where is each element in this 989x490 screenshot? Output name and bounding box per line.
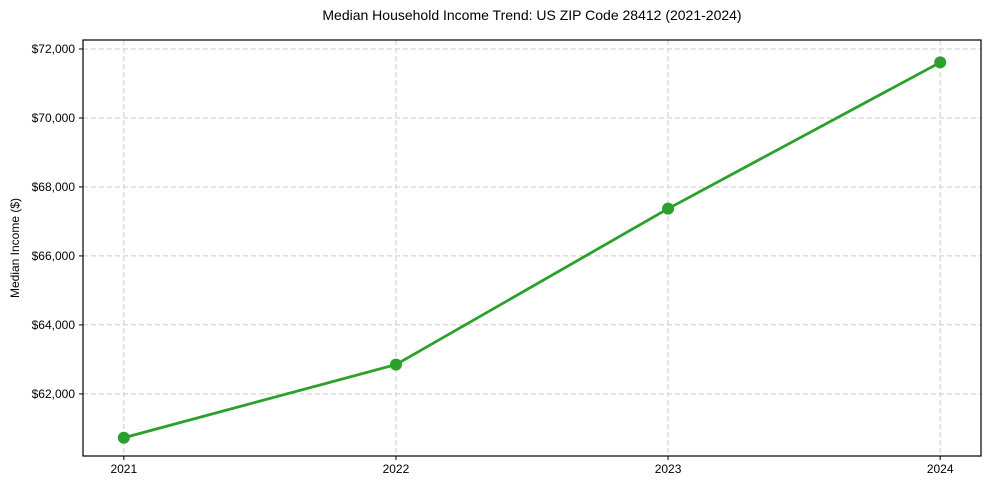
data-point-2022 — [389, 358, 402, 371]
y-tick-label: $64,000 — [32, 318, 76, 332]
x-tick-label: 2022 — [383, 462, 410, 476]
x-tick-label: 2021 — [110, 462, 137, 476]
y-tick-label: $70,000 — [32, 111, 76, 125]
x-tick-label: 2023 — [655, 462, 682, 476]
data-point-2023 — [662, 202, 675, 215]
y-tick-label: $68,000 — [32, 180, 76, 194]
data-point-2021 — [117, 431, 130, 444]
chart-title: Median Household Income Trend: US ZIP Co… — [322, 7, 742, 23]
x-tick-label: 2024 — [927, 462, 954, 476]
y-tick-label: $66,000 — [32, 249, 76, 263]
data-point-2024 — [934, 56, 947, 69]
y-tick-label: $62,000 — [32, 387, 76, 401]
y-tick-label: $72,000 — [32, 42, 76, 56]
plot-border — [82, 39, 982, 457]
trend-line — [122, 61, 942, 440]
